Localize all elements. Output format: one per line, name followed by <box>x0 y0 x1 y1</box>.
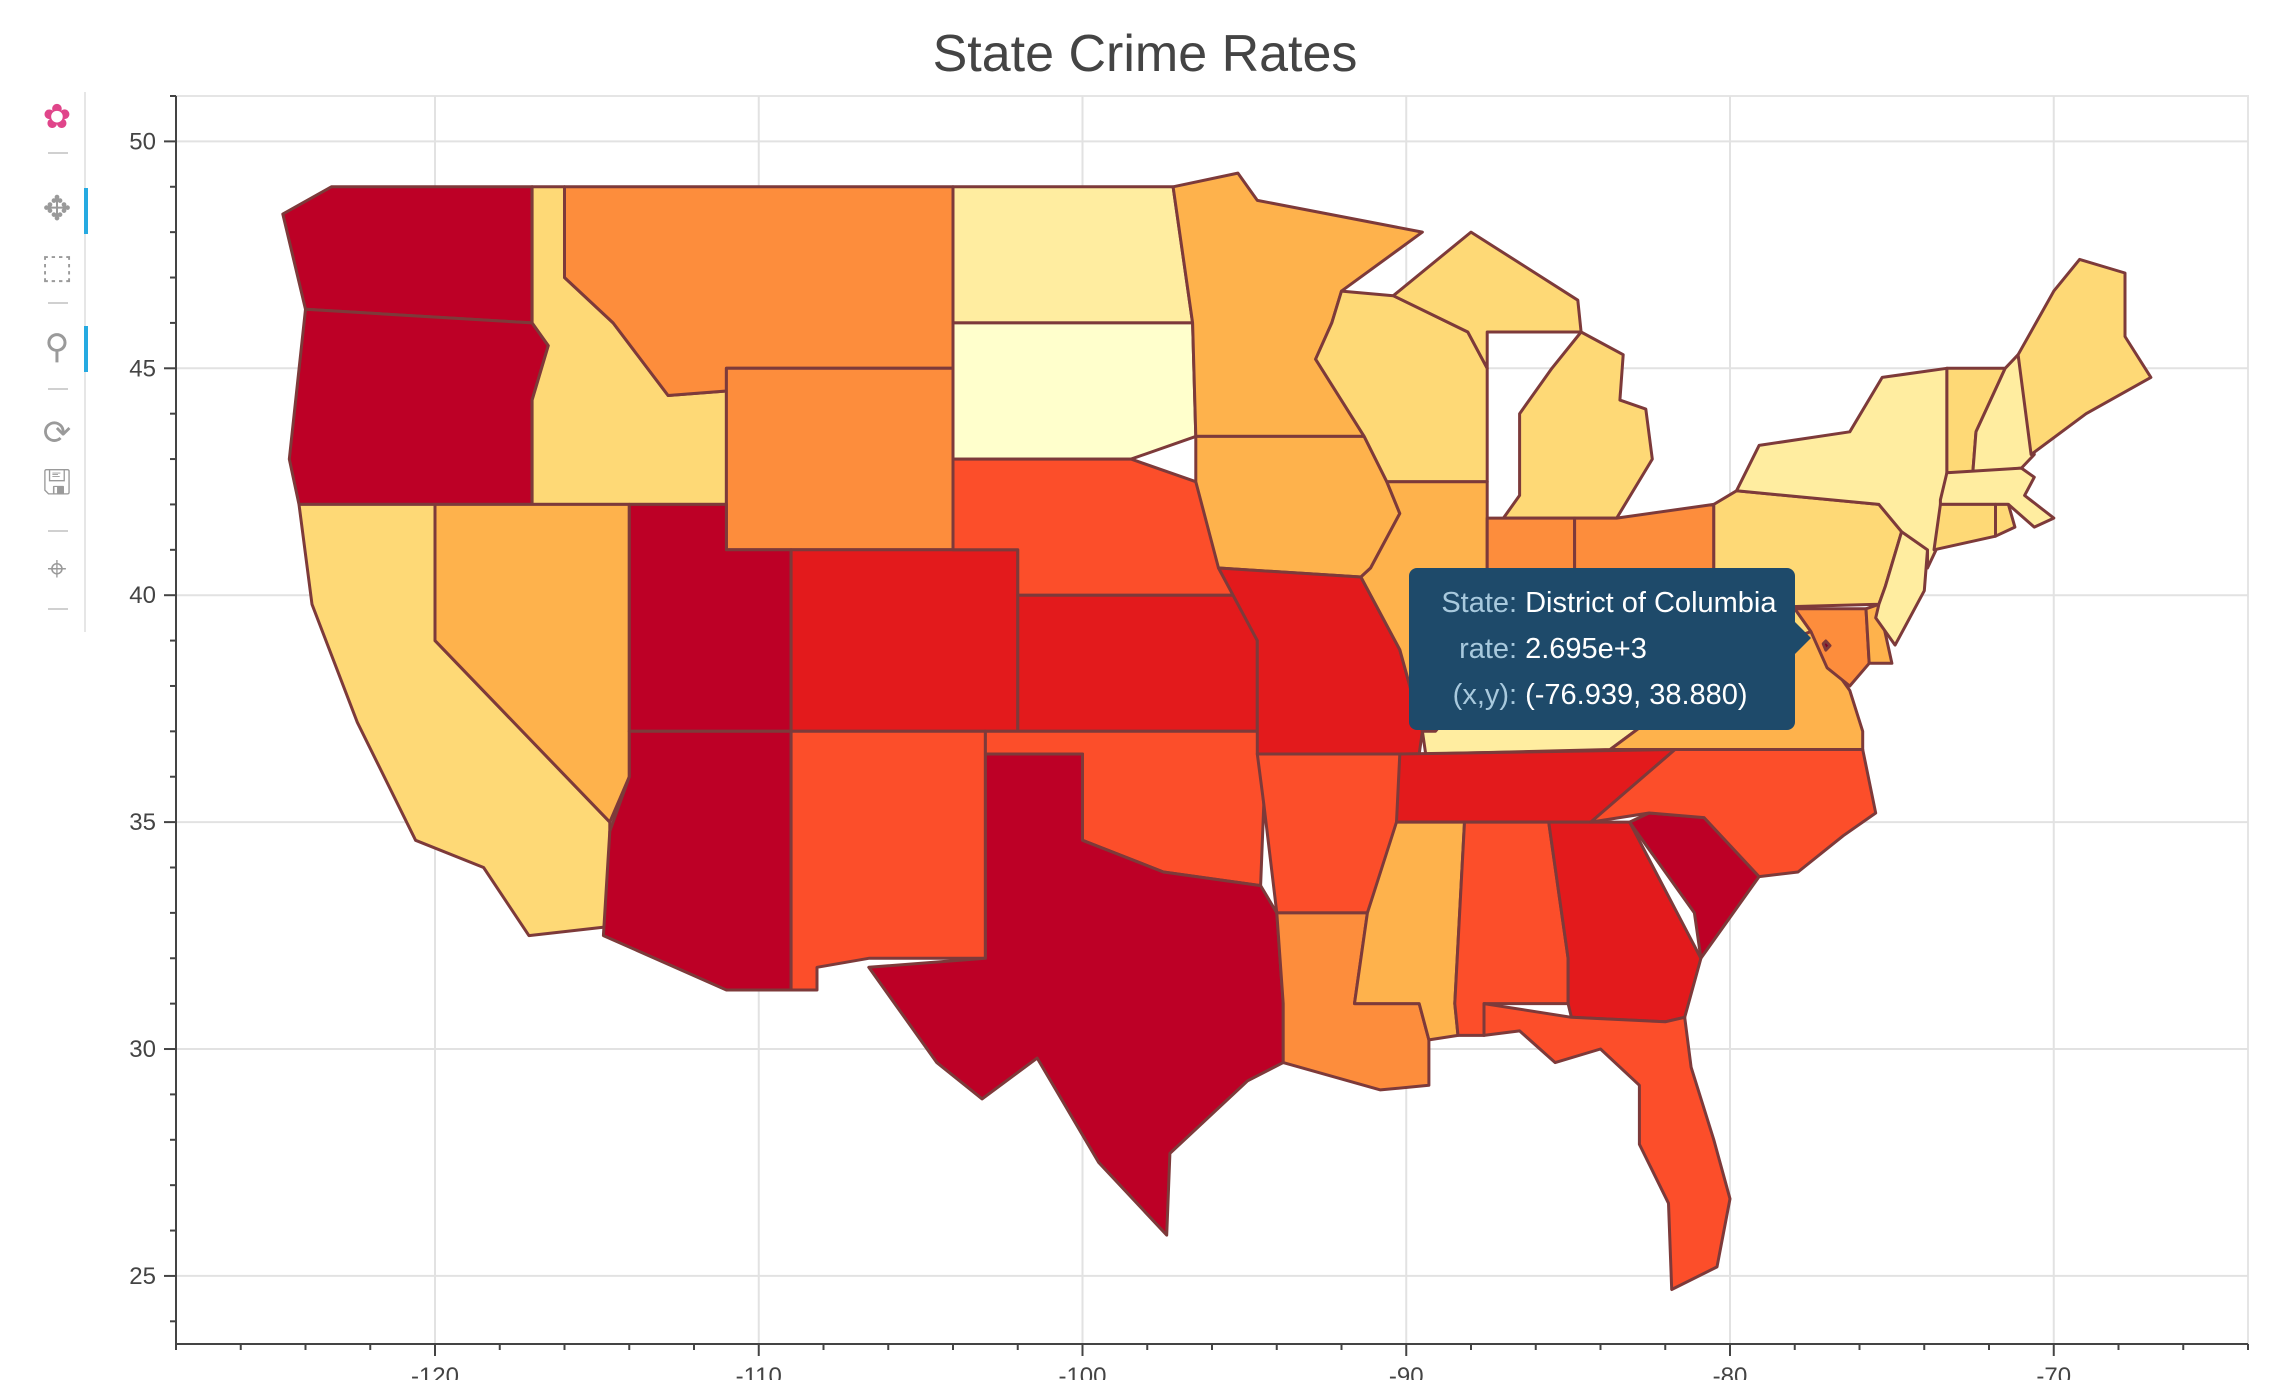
toolbar-separator <box>48 388 68 390</box>
x-tick-label: -110 <box>736 1363 782 1380</box>
state-washington[interactable] <box>281 185 534 325</box>
state-alabama[interactable] <box>1453 820 1570 1037</box>
y-tick-label: 35 <box>129 809 156 836</box>
save-icon[interactable]: 🖫 <box>42 462 72 503</box>
state-rhode-island[interactable] <box>1994 502 2017 538</box>
state-maine[interactable] <box>2016 257 2153 456</box>
state-florida[interactable] <box>1482 1002 1732 1291</box>
tooltip-xy-key: (x,y): <box>1452 679 1518 712</box>
tooltip-arrow <box>1794 622 1811 655</box>
state-south-dakota[interactable] <box>951 321 1198 461</box>
y-tick-label: 45 <box>129 355 156 382</box>
state-north-dakota[interactable] <box>951 185 1195 325</box>
x-tick-label: -120 <box>411 1363 459 1380</box>
hover-icon[interactable]: ⌖ <box>47 549 67 589</box>
x-tick-label: -70 <box>2036 1363 2071 1380</box>
state-oregon[interactable] <box>287 307 550 506</box>
reset-icon[interactable]: ⟳ <box>42 413 72 453</box>
toolbar-separator <box>48 530 68 532</box>
state-iowa[interactable] <box>1194 434 1402 579</box>
box-zoom-icon[interactable]: ⬚ <box>40 247 74 287</box>
wheel-zoom-icon[interactable]: ⚲ <box>30 322 88 372</box>
axes: -120 -110 -100 -90 -80 -70 25 30 35 40 45 50 <box>129 95 2249 1380</box>
hover-tooltip: State: District of Columbia rate: 2.695e+3… <box>1409 568 1811 731</box>
bokeh-logo-icon[interactable]: ✿ <box>42 97 72 137</box>
state-wyoming[interactable] <box>724 366 955 552</box>
state-district-of-columbia[interactable] <box>1821 639 1832 652</box>
y-tick-label: 25 <box>129 1263 156 1290</box>
state-texas[interactable] <box>867 752 1285 1237</box>
tooltip-xy-value: (-76.939, 38.880) <box>1525 679 1748 712</box>
tooltip-rate-value: 2.695e+3 <box>1525 633 1647 666</box>
state-colorado[interactable] <box>789 548 1020 733</box>
x-tick-label: -80 <box>1713 1363 1748 1380</box>
y-tick-label: 30 <box>129 1036 156 1063</box>
state-nevada[interactable] <box>433 502 631 824</box>
toolbar-separator <box>48 608 68 610</box>
x-tick-label: -100 <box>1058 1363 1106 1380</box>
tooltip-state-key: State: <box>1441 587 1518 620</box>
toolbar: ✿ ✥ ⬚ ⚲ ⟳ 🖫 ⌖ <box>24 92 94 632</box>
state-new-jersey[interactable] <box>1874 530 1929 647</box>
state-kansas[interactable] <box>1016 593 1259 733</box>
y-tick-label: 40 <box>129 582 156 609</box>
tooltip-rate-key: rate: <box>1459 633 1518 666</box>
chart-title: State Crime Rates <box>932 25 1358 83</box>
x-tick-label: -90 <box>1389 1363 1424 1380</box>
tooltip-state-value: District of Columbia <box>1525 587 1777 620</box>
state-new-mexico[interactable] <box>789 729 987 992</box>
toolbar-separator <box>48 152 68 154</box>
y-tick-label: 50 <box>129 128 156 155</box>
toolbar-separator <box>48 302 68 304</box>
pan-icon[interactable]: ✥ <box>30 184 88 234</box>
